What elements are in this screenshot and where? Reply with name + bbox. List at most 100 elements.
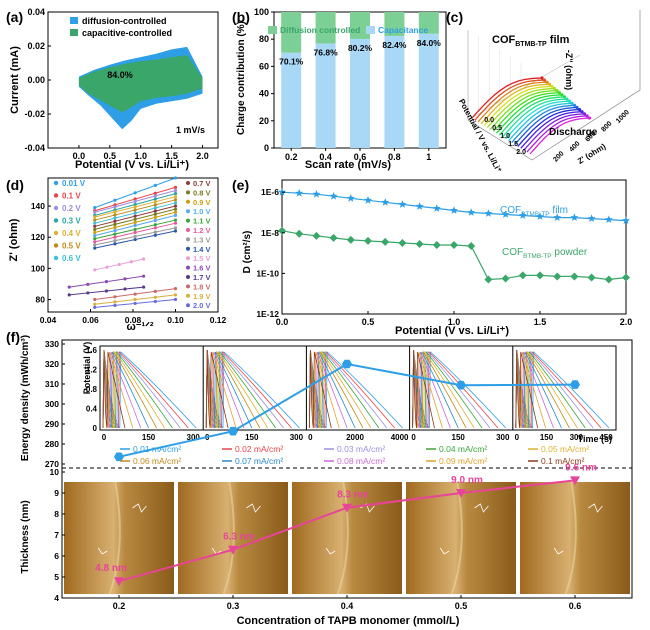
series-label-powder: COFBTMB-TP powder [502, 247, 588, 260]
data-point [93, 302, 97, 306]
panel-b-xlabel: Scan rate (mV/s) [305, 159, 392, 171]
eis-point [540, 76, 544, 80]
star-marker [432, 204, 441, 212]
capacitance-bar [350, 38, 370, 148]
eis-curve [474, 79, 545, 121]
legend-label: 1.0 V [193, 207, 211, 216]
inset-y-tick-label: 0 [93, 424, 98, 433]
star-marker [415, 202, 424, 210]
energy-density-marker [456, 380, 466, 390]
eis-point [560, 93, 564, 97]
legend-label: 0.09 mA/cm² [439, 456, 487, 466]
data-point [173, 226, 178, 230]
data-point [93, 234, 97, 238]
y-tick-label: 320 [45, 359, 59, 369]
legend-marker [186, 246, 190, 251]
y-tick-label: -0.04 [24, 143, 45, 153]
legend-marker [186, 199, 190, 204]
thickness-marker [114, 577, 124, 587]
diamond-marker [536, 271, 544, 280]
y-tick-label: 330 [45, 339, 59, 349]
data-point [173, 287, 178, 291]
data-point [173, 207, 178, 211]
legend-marker [53, 205, 59, 211]
inset-x-tick-label: 300 [570, 433, 584, 442]
y-tick-label: 0.0 [484, 117, 494, 124]
data-point [173, 297, 178, 302]
x-tick-label: 1.0 [134, 151, 147, 161]
panel-d-legend: 0.01 V 0.1 V 0.2 V 0.3 V 0.4 V 0.5 V 0.6 V 0.7 … [53, 179, 211, 310]
diamond-marker [381, 237, 390, 246]
inset-x-tick-label: 0 [411, 433, 416, 442]
legend-label: 1.9 V [193, 292, 211, 301]
diamond-marker [553, 272, 562, 281]
data-point [117, 262, 121, 267]
panel-c-title: COFBTMB-TP film [492, 34, 570, 48]
star-marker [501, 210, 510, 218]
legend-label: 1.4 V [193, 245, 211, 254]
afm-edge [564, 481, 577, 595]
legend-marker [53, 180, 59, 186]
data-point [67, 293, 71, 297]
x-tick-label: 0.04 [40, 315, 57, 325]
inset-x-tick-label: 300 [187, 433, 201, 442]
legend-marker [53, 255, 59, 261]
y-tick-label: 10 [50, 467, 60, 477]
y-tick-label: 1E-6 [261, 187, 279, 197]
eis-point [565, 97, 569, 101]
legend-label: 0.6 V [62, 254, 81, 263]
current-density-legend: 0.01 mA/cm² 0.02 mA/cm² 0.03 mA/cm² 0.04 mA… [120, 444, 589, 466]
legend-label-capacitance-b: Capacitance [378, 25, 428, 35]
inset-x-tick-label: 150 [245, 433, 259, 442]
data-point [133, 217, 137, 221]
legend-swatch-capacitance-b [366, 26, 375, 34]
capacitance-bar [315, 43, 336, 148]
star-marker [450, 206, 458, 214]
y-tick-label: 80 [259, 34, 269, 44]
data-point [173, 198, 178, 202]
data-point [113, 198, 117, 202]
diamond-marker [518, 271, 527, 280]
eis-point [552, 86, 557, 91]
data-point [173, 195, 178, 199]
data-point [93, 221, 97, 225]
y-tick-label: 6 [54, 551, 59, 561]
x-tick-label: 2.0 [196, 151, 209, 161]
thickness-label: 8.3 nm [337, 490, 369, 501]
gcd-curve [102, 349, 126, 429]
eis-curve [508, 102, 573, 142]
data-point [133, 237, 137, 242]
eis-curve [523, 113, 585, 151]
panel-f-bottom-ylabel: Thickness (nm) [20, 500, 31, 573]
afm-wrinkle [97, 503, 147, 555]
legend-marker [53, 230, 59, 236]
legend-label: 0.02 mA/cm² [235, 444, 283, 454]
legend-label: 0.01 mA/cm² [133, 444, 181, 454]
inset-x-tick-label: 2000 [346, 433, 364, 442]
thickness-label: 4.8 nm [95, 563, 127, 574]
x-tick-label: 0.5 [362, 317, 375, 327]
eis-point [547, 82, 552, 86]
star-marker [570, 213, 579, 221]
data-point [153, 200, 157, 204]
y-tick-label: 290 [45, 419, 59, 429]
data-point [153, 215, 157, 219]
panel-a-rate: 1 mV/s [176, 125, 205, 135]
thickness-label: 6.3 nm [223, 532, 255, 543]
y-tick-label: 40 [259, 89, 269, 99]
legend-label: 1.1 V [193, 217, 211, 226]
eis-curve [480, 83, 550, 125]
star-marker [536, 212, 544, 220]
data-point [133, 234, 137, 239]
panel-c-label: (c) [446, 9, 463, 25]
x-tick-label: 1.5 [165, 151, 178, 161]
legend-swatch-diffusion [70, 17, 78, 24]
energy-density-marker [342, 359, 352, 369]
data-point [153, 223, 157, 227]
y-tick-label: 1.0 [500, 133, 510, 140]
x-tick-label: 200 [552, 150, 565, 163]
capacitance-bar [384, 35, 405, 148]
data-point [93, 240, 97, 244]
legend-marker [186, 256, 190, 261]
data-point [173, 221, 178, 225]
